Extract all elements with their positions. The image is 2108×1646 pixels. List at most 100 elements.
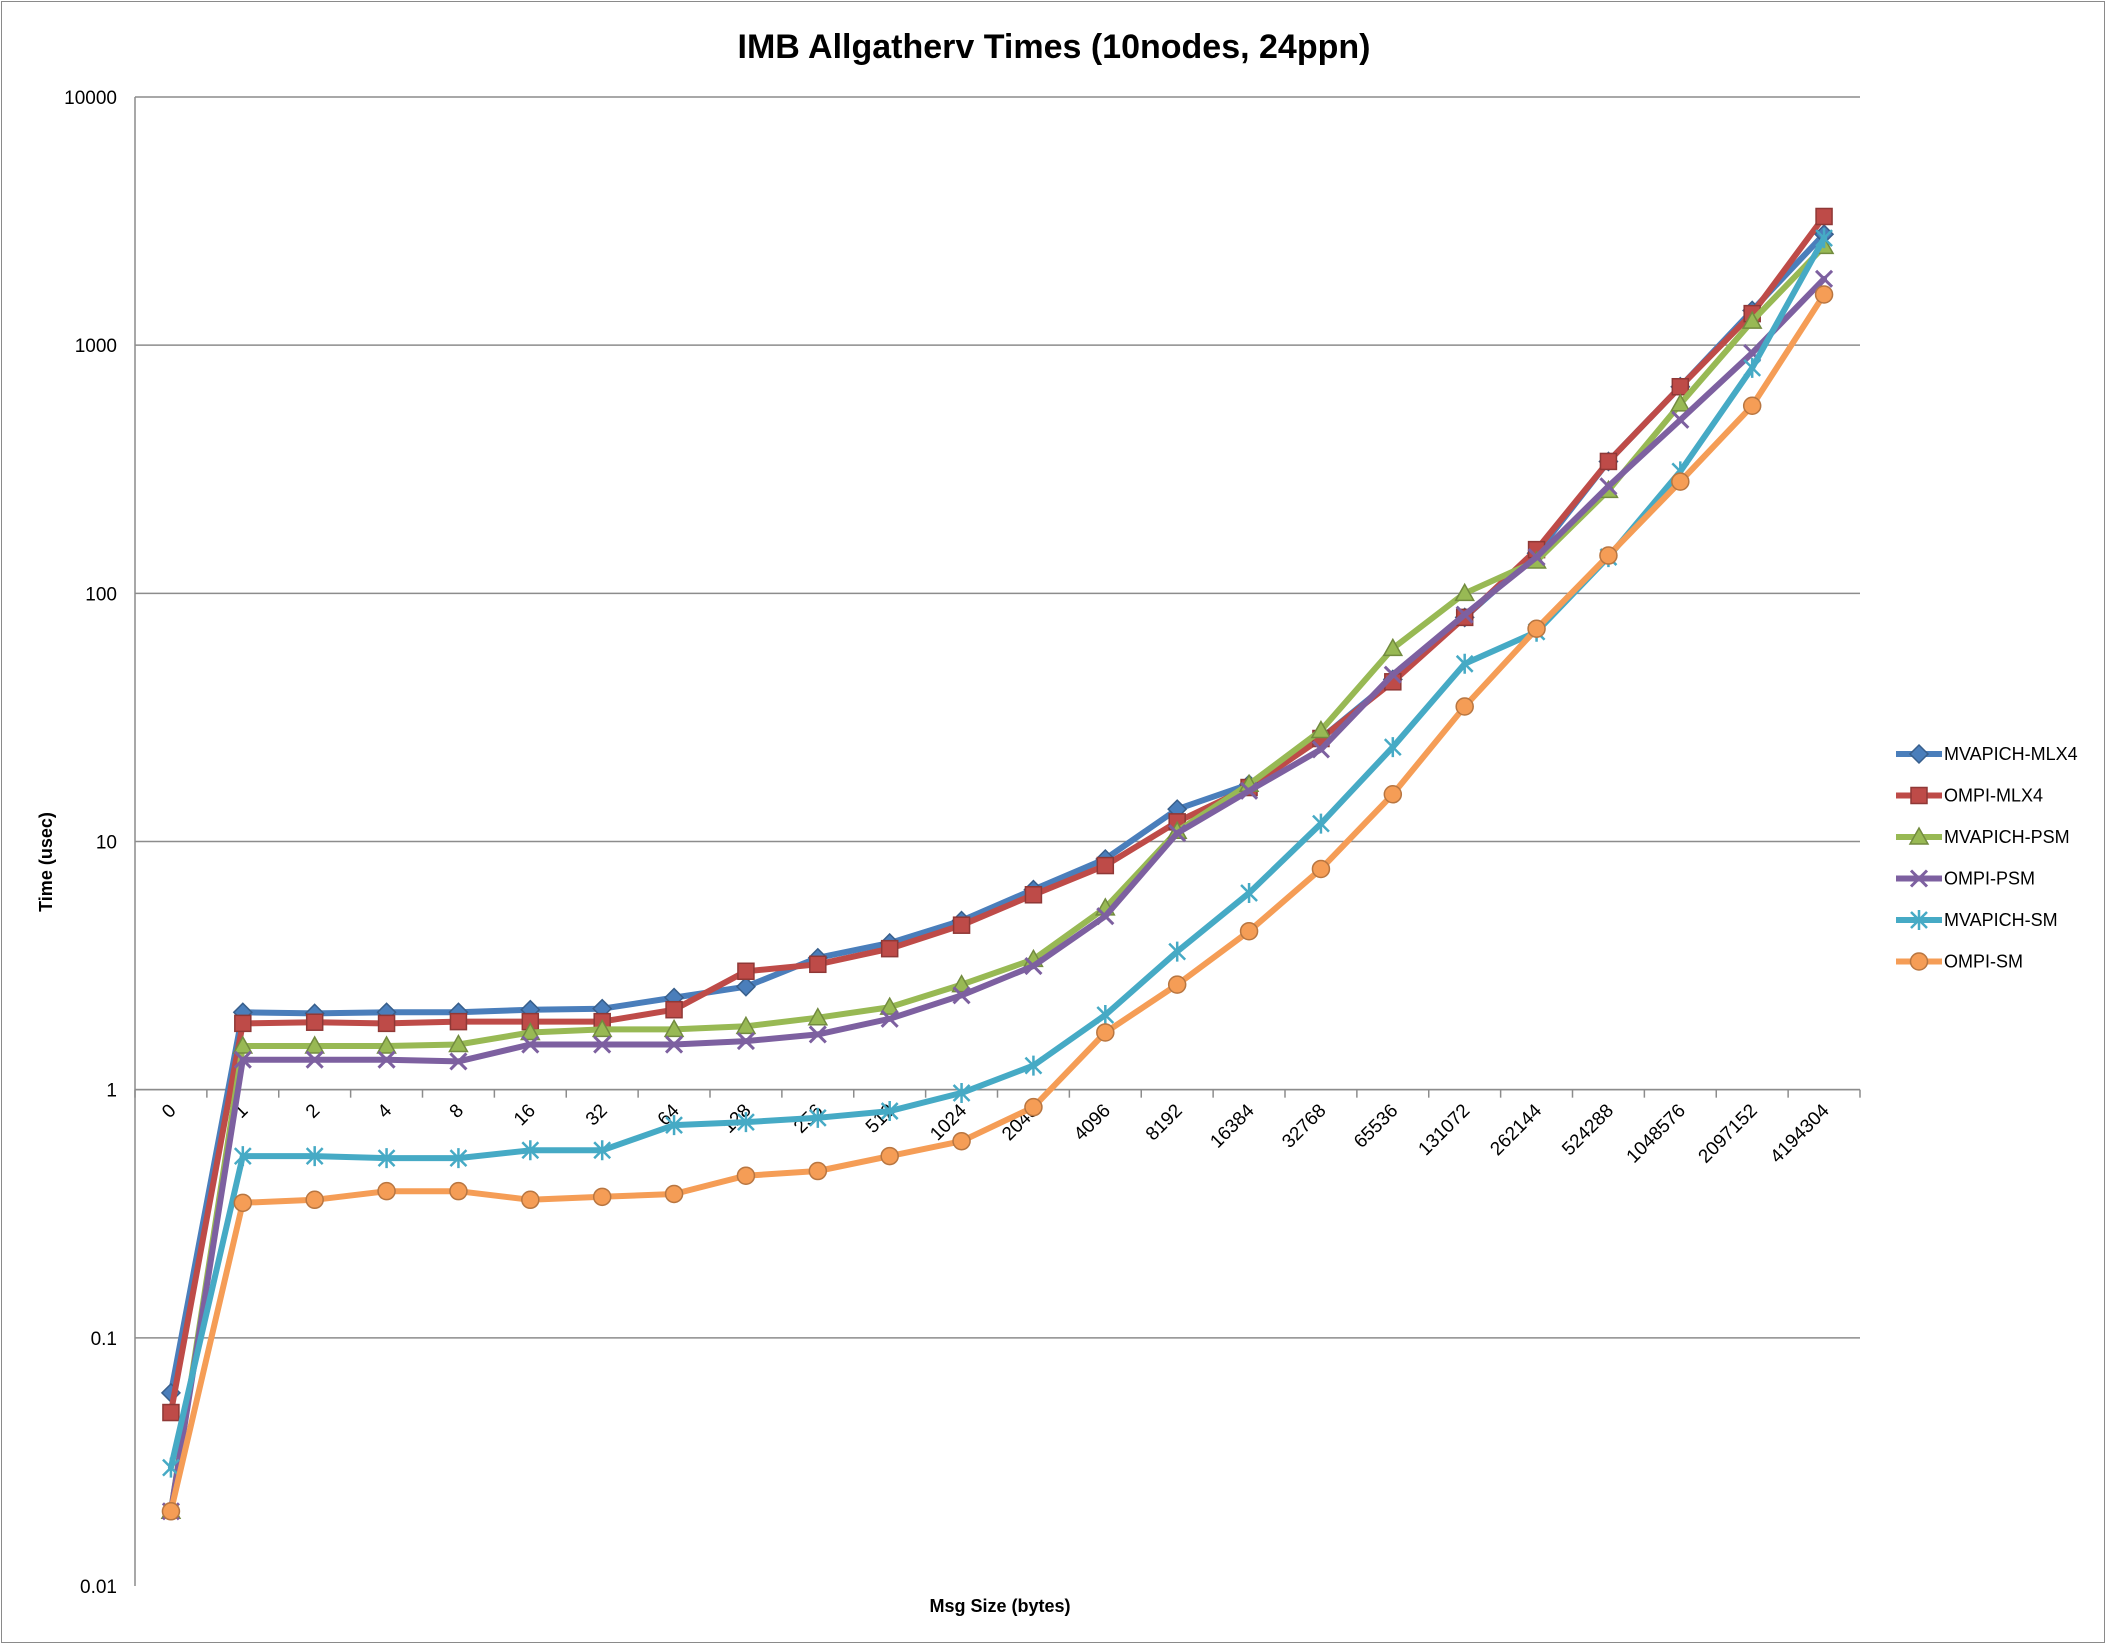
- data-point: [234, 1014, 252, 1033]
- series-line: [167, 291, 1828, 1515]
- data-point: [305, 1146, 324, 1167]
- data-point: [952, 1082, 971, 1103]
- data-point: [377, 1014, 396, 1033]
- data-point: [232, 1035, 254, 1054]
- data-point: [521, 1190, 540, 1210]
- data-point: [377, 1148, 396, 1169]
- legend-label: MVAPICH-MLX4: [1944, 744, 2078, 764]
- legend-label: OMPI-SM: [1944, 952, 2023, 972]
- legend-marker: [1910, 910, 1928, 930]
- data-point: [233, 1146, 252, 1167]
- data-point: [162, 1457, 180, 1478]
- data-point: [735, 976, 756, 997]
- legend-item: OMPI-SM: [1896, 952, 2023, 972]
- legend-item: OMPI-MLX4: [1896, 786, 2043, 806]
- series-group: [160, 207, 1835, 1521]
- y-tick-labels: 10000 1000 100 10 1 0.1 0.01: [64, 88, 117, 1598]
- x-tick-label: 2: [302, 1100, 324, 1122]
- data-point: [1168, 824, 1187, 843]
- data-point: [736, 1166, 756, 1185]
- series-mvapich-psm: [160, 235, 1835, 1520]
- y-tick-label: 10: [96, 833, 117, 854]
- data-point: [593, 1035, 612, 1054]
- data-point: [665, 1035, 684, 1054]
- data-point: [1599, 546, 1618, 565]
- data-point: [809, 955, 827, 974]
- data-point: [377, 1181, 396, 1201]
- x-tick-label: 8192: [1142, 1100, 1187, 1145]
- data-point: [879, 996, 900, 1015]
- legend-marker: [1908, 826, 1930, 845]
- x-tick-label: 1048576: [1623, 1100, 1690, 1167]
- data-point: [1311, 740, 1331, 759]
- data-point: [1815, 207, 1833, 226]
- data-point: [880, 939, 899, 958]
- data-point: [1815, 228, 1833, 249]
- y-tick-label: 1000: [75, 336, 117, 357]
- x-tick-label: 65536: [1350, 1100, 1402, 1152]
- data-point: [305, 1190, 324, 1210]
- data-point: [1024, 1055, 1043, 1076]
- data-point: [1239, 781, 1259, 800]
- data-point: [520, 1021, 541, 1041]
- y-tick-label: 1: [106, 1081, 117, 1102]
- y-tick-label: 0.01: [80, 1577, 117, 1598]
- legend-marker: [1909, 869, 1929, 888]
- data-point: [1096, 1004, 1115, 1025]
- data-point: [1382, 637, 1404, 657]
- series-ompi-psm: [161, 269, 1834, 1521]
- data-point: [1096, 1023, 1115, 1042]
- series-line: [167, 243, 1828, 1515]
- x-tick-label: 4194304: [1766, 1100, 1833, 1167]
- x-tick-label: 8: [446, 1100, 468, 1122]
- data-point: [737, 962, 755, 981]
- data-point: [304, 1035, 325, 1054]
- data-point: [591, 1018, 613, 1038]
- data-point: [1310, 720, 1332, 739]
- data-point: [808, 1107, 827, 1128]
- x-tick-label: 131072: [1415, 1100, 1475, 1160]
- data-point: [233, 1050, 252, 1069]
- data-point: [1024, 1097, 1043, 1117]
- x-tick-label: 16: [510, 1100, 540, 1130]
- legend-item: OMPI-PSM: [1896, 869, 2035, 889]
- y-tick-label: 0.1: [91, 1329, 117, 1350]
- legend-label: MVAPICH-PSM: [1944, 827, 2070, 847]
- data-point: [663, 1018, 685, 1038]
- legend-marker: [1908, 743, 1930, 765]
- data-point: [807, 1007, 829, 1026]
- data-point: [665, 1115, 683, 1136]
- legend-item: MVAPICH-MLX4: [1896, 743, 2078, 765]
- data-point: [1240, 883, 1258, 904]
- series-line: [167, 213, 1828, 1416]
- x-tick-label: 262144: [1486, 1100, 1546, 1160]
- data-point: [1527, 619, 1546, 638]
- series-ompi-mlx4: [162, 207, 1833, 1422]
- chart-title: IMB Allgatherv Times (10nodes, 24ppn): [738, 28, 1371, 66]
- data-point: [592, 1187, 612, 1207]
- x-tick-label: 16384: [1206, 1100, 1259, 1153]
- data-point: [1311, 859, 1331, 879]
- data-point: [1671, 472, 1690, 491]
- data-point: [1383, 665, 1402, 684]
- data-point: [1527, 548, 1546, 567]
- data-point: [449, 1148, 468, 1169]
- data-point: [377, 1050, 396, 1069]
- data-point: [808, 1025, 827, 1044]
- data-point: [1454, 582, 1475, 602]
- series-line: [167, 235, 1828, 1471]
- data-point: [1670, 393, 1691, 412]
- data-point: [1455, 605, 1474, 624]
- data-point: [737, 1112, 755, 1133]
- legend-label: OMPI-MLX4: [1944, 786, 2043, 806]
- x-tick-label: 32768: [1278, 1100, 1330, 1152]
- data-point: [1096, 907, 1115, 926]
- data-point: [1455, 653, 1474, 674]
- data-point: [951, 974, 972, 993]
- series-line: [167, 275, 1828, 1515]
- x-tick-label: 0: [158, 1100, 180, 1122]
- data-point: [161, 1502, 181, 1521]
- x-tick-label: 2097152: [1695, 1100, 1762, 1167]
